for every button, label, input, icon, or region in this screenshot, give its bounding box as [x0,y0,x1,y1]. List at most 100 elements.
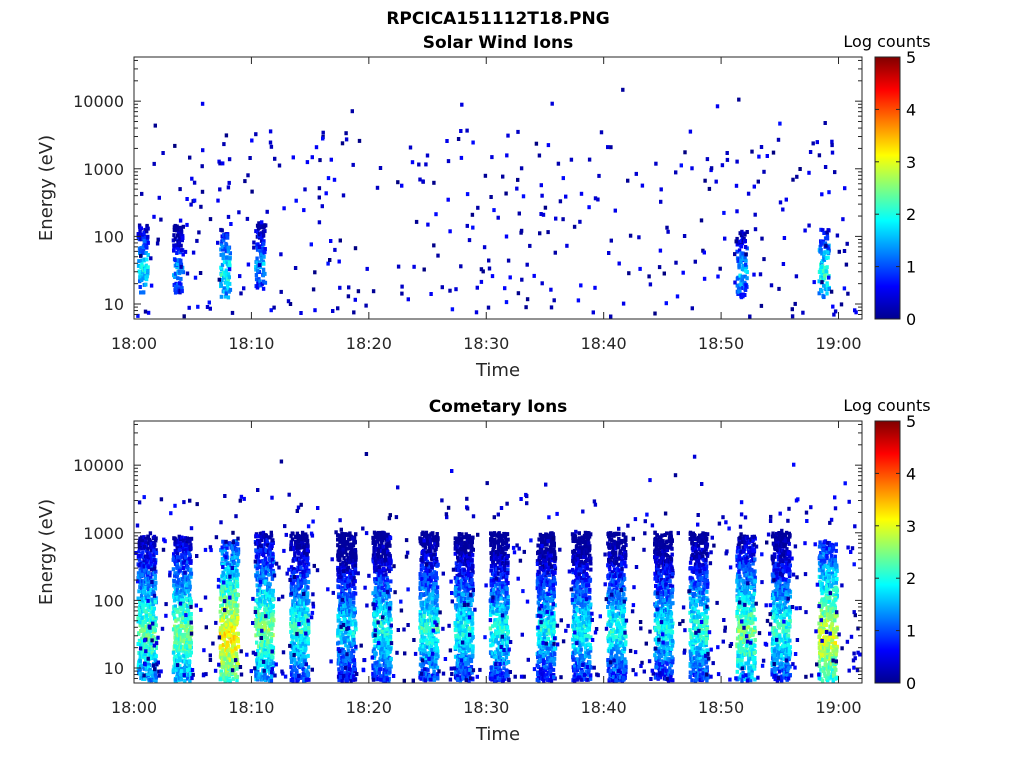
spectrogram-cell [230,576,234,580]
spectrogram-cell [161,151,165,155]
spectrogram-cell [223,611,227,616]
spectrogram-cell [234,672,238,677]
spectrogram-cell [448,288,452,293]
spectrogram-cell [218,187,222,192]
spectrogram-cell [375,558,379,563]
spectrogram-cell [388,661,392,666]
spectrogram-cell [146,570,151,575]
spectrogram-cell [142,646,146,651]
spectrogram-cell [272,305,276,310]
spectrogram-cell [185,548,189,553]
spectrogram-cell [264,678,268,682]
spectrogram-cell [303,643,308,648]
spectrogram-cell [264,595,269,600]
spectrogram-cell [269,144,274,149]
spectrogram-cell [220,557,225,561]
spectrogram-cell [338,550,342,555]
spectrogram-cell [299,581,303,586]
y-tick-label: 10000 [73,92,124,111]
spectrogram-cell [256,268,260,273]
spectrogram-cell [146,265,150,270]
spectrogram-cell [675,294,680,299]
spectrogram-cell [339,562,343,567]
spectrogram-cell [188,539,192,544]
spectrogram-cell [143,309,148,314]
spectrogram-cell [343,671,347,676]
spectrogram-cell [653,311,657,316]
spectrogram-cell [187,659,191,664]
spectrogram-cell [153,123,157,128]
spectrogram-cell [422,551,426,556]
spectrogram-cell [138,229,142,234]
spectrogram-cell [227,260,232,265]
spectrogram-cell [153,560,157,565]
spectrogram-cell [262,261,266,266]
spectrogram-cell [140,258,144,263]
spectrogram-cell [141,250,145,255]
spectrogram-cell [297,613,301,618]
spectrogram-cell [141,644,145,648]
spectrogram-cell [177,656,182,661]
spectrogram-cell [377,575,382,580]
spectrogram-cell [389,567,393,571]
spectrogram-cell [705,157,710,162]
spectrogram-cell [265,642,269,646]
spectrogram-cell [187,593,192,598]
spectrogram-cell [420,640,424,645]
spectrogram-cell [340,667,345,671]
spectrogram-cell [376,630,380,635]
spectrogram-cell [306,580,311,584]
spectrogram-cell [259,257,264,261]
spectrogram-cell [237,210,241,215]
spectrogram-cell [264,557,268,562]
spectrogram-cell [224,255,229,260]
spectrogram-cell [235,584,240,589]
spectrogram-cell [142,558,146,563]
spectrogram-cell [423,591,427,596]
spectrogram-cell [149,610,154,615]
spectrogram-cell [173,288,177,292]
spectrogram-cell [388,637,393,642]
spectrogram-cell [337,592,342,597]
spectrogram-cell [827,275,831,280]
spectrogram-cell [454,287,458,292]
spectrogram-cell [142,564,146,569]
spectrogram-cell [175,625,180,630]
spectrogram-cell [139,594,144,598]
spectrogram-cell [340,141,345,146]
spectrogram-cell [172,228,177,233]
spectrogram-cell [225,643,229,648]
spectrogram-cell [812,280,816,285]
spectrogram-cell [279,289,283,294]
spectrogram-cell [271,555,275,560]
spectrogram-cell [306,673,310,678]
spectrogram-cell [383,646,388,651]
spectrogram-cell [418,618,422,623]
spectrogram-cell [186,676,190,681]
spectrogram-cell [200,164,204,169]
spectrogram-cell [140,535,144,540]
spectrogram-cell [200,189,205,194]
spectrogram-cell [561,176,565,181]
spectrogram-cell [299,583,303,588]
spectrogram-cell [377,645,381,650]
spectrogram-cell [223,595,227,600]
spectrogram-cell [181,648,185,653]
spectrogram-cell [382,567,386,572]
spectrogram-cell [228,581,232,586]
spectrogram-cell [176,247,180,252]
spectrogram-cell [175,675,179,680]
spectrogram-cell [591,310,595,315]
spectrogram-cell [177,637,182,642]
spectrogram-cell [340,620,344,625]
spectrogram-cell [223,294,227,299]
spectrogram-cell [178,187,182,192]
spectrogram-cell [236,644,241,649]
spectrogram-cell [607,251,611,255]
spectrogram-cell [140,637,144,642]
spectrogram-cell [340,580,345,585]
spectrogram-cell [341,193,346,198]
spectrogram-cell [224,291,228,296]
spectrogram-cell [255,223,260,228]
